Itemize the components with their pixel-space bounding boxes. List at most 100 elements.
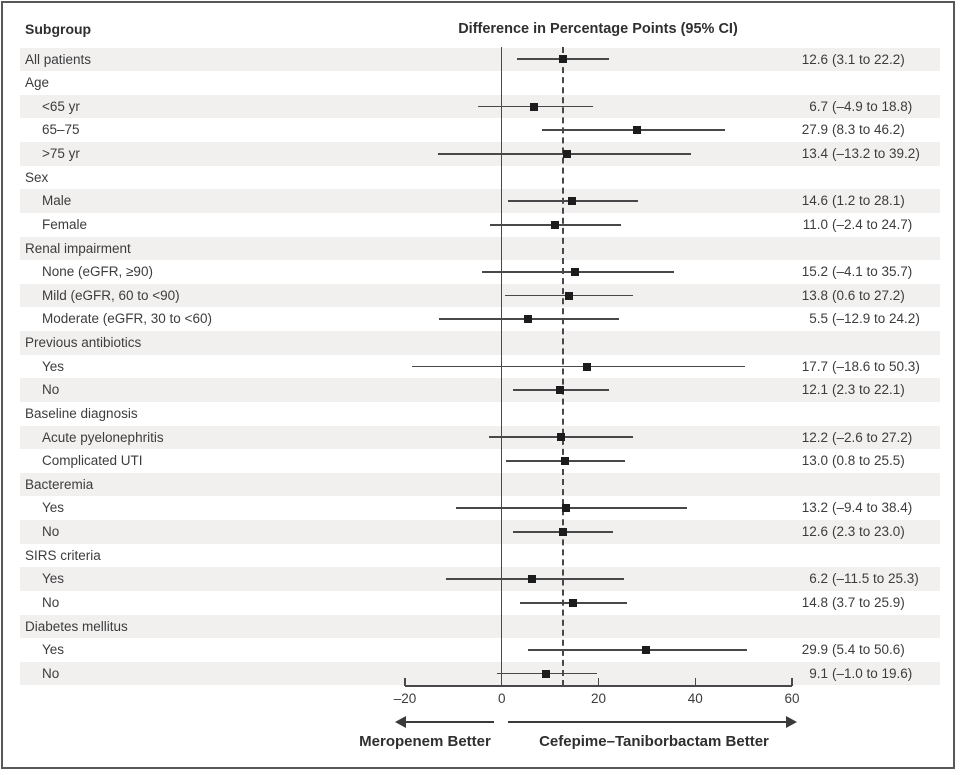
subgroup-category-label: Sex — [25, 169, 49, 185]
point-estimate-marker — [556, 433, 565, 442]
ci-value: (–9.4 to 38.4) — [832, 500, 913, 516]
estimate-value: 5.5 — [809, 311, 828, 327]
subgroup-data-row: No 12.6 (2.3 to 23.0) — [20, 520, 940, 544]
subgroup-category-label: Diabetes mellitus — [25, 618, 128, 634]
estimate-value: 13.8 — [801, 287, 828, 303]
subgroup-category-row: Baseline diagnosis — [20, 402, 940, 426]
subgroup-data-row: Yes 17.7 (–18.6 to 50.3) — [20, 355, 940, 379]
ci-value: (1.2 to 28.1) — [832, 193, 905, 209]
ci-value: (3.7 to 25.9) — [832, 594, 905, 610]
estimate-value: 6.2 — [809, 571, 828, 587]
subgroup-item-label: Yes — [42, 571, 65, 587]
point-estimate-marker — [556, 386, 565, 395]
subgroup-category-row: SIRS criteria — [20, 544, 940, 568]
ci-value: (2.3 to 23.0) — [832, 524, 905, 539]
subgroup-data-row: No 9.1 (–1.0 to 19.6) — [20, 661, 940, 686]
ci-value: (5.4 to 50.6) — [832, 642, 905, 658]
subgroup-item-label: No — [42, 524, 60, 539]
subgroup-data-row: No 14.8 (3.7 to 25.9) — [20, 591, 940, 615]
axis-tick — [694, 677, 697, 686]
subgroup-data-row: No 12.1 (2.3 to 22.1) — [20, 378, 940, 402]
subgroup-data-row: 65–75 27.9 (8.3 to 46.2) — [20, 118, 940, 142]
point-estimate-marker — [551, 220, 559, 229]
subgroup-item-label: <65 yr — [42, 98, 80, 114]
ci-value: (0.6 to 27.2) — [832, 287, 905, 303]
subgroup-data-row: Yes 29.9 (5.4 to 50.6) — [20, 638, 940, 662]
axis-tick-label: –20 — [393, 691, 417, 706]
subgroup-item-label: No — [42, 594, 60, 610]
subgroup-item-label: 65–75 — [42, 122, 80, 138]
subgroup-item-label: Yes — [42, 642, 65, 658]
point-estimate-marker — [561, 504, 570, 513]
subgroup-item-label: No — [42, 665, 60, 681]
estimate-value: 6.7 — [809, 98, 828, 114]
point-estimate-marker — [583, 362, 592, 371]
point-estimate-marker — [530, 102, 539, 111]
axis-tick-label: 0 — [498, 691, 506, 706]
estimate-value: 13.2 — [801, 500, 828, 516]
left-arrowhead-icon — [395, 715, 406, 728]
point-estimate-marker — [558, 55, 567, 64]
estimate-value: 27.9 — [801, 122, 828, 138]
subgroup-data-row: >75 yr 13.4 (–13.2 to 39.2) — [20, 142, 940, 166]
axis-tick-label: 20 — [590, 691, 607, 706]
subgroup-data-row: Moderate (eGFR, 30 to <60) 5.5 (–12.9 to 2… — [20, 307, 940, 331]
point-estimate-marker — [569, 598, 578, 607]
ci-value: (–2.6 to 27.2) — [832, 429, 913, 445]
ci-value: (8.3 to 46.2) — [832, 122, 905, 138]
estimate-value: 9.1 — [809, 665, 828, 681]
ci-value: (0.8 to 25.5) — [832, 453, 905, 469]
estimate-value: 12.6 — [801, 524, 828, 539]
subgroup-item-label: >75 yr — [42, 146, 80, 161]
x-axis-line — [405, 685, 792, 687]
subgroup-item-label: None (eGFR, ≥90) — [42, 264, 153, 280]
subgroup-item-label: Yes — [42, 358, 65, 374]
axis-tick — [597, 677, 600, 686]
estimate-value: 15.2 — [801, 264, 828, 280]
point-estimate-marker — [524, 315, 533, 324]
subgroup-data-row: Yes 6.2 (–11.5 to 25.3) — [20, 567, 940, 591]
point-estimate-marker — [541, 669, 550, 678]
subgroup-category-label: Previous antibiotics — [25, 335, 142, 350]
point-estimate-marker — [527, 575, 536, 584]
subgroup-category-label: Baseline diagnosis — [25, 405, 138, 421]
estimate-value: 14.8 — [801, 594, 828, 610]
subgroup-column-header: Subgroup — [25, 21, 92, 37]
estimate-value: 13.0 — [801, 453, 828, 469]
subgroup-data-row: Male 14.6 (1.2 to 28.1) — [20, 189, 940, 213]
subgroup-item-label: All patients — [25, 51, 92, 67]
right-arrowhead-icon — [785, 715, 797, 728]
subgroup-item-label: Female — [42, 216, 88, 232]
point-estimate-marker — [560, 457, 569, 466]
subgroup-item-label: Complicated UTI — [42, 453, 143, 469]
point-estimate-marker — [564, 291, 573, 300]
subgroup-data-row: Mild (eGFR, 60 to <90) 13.8 (0.6 to 27.2) — [20, 283, 940, 308]
ci-value: (–1.0 to 19.6) — [832, 665, 913, 681]
subgroup-category-row: Sex — [20, 166, 940, 190]
confidence-interval-line — [527, 649, 747, 651]
chart-title: Difference in Percentage Points (95% CI) — [458, 21, 738, 37]
estimate-value: 13.4 — [801, 146, 828, 161]
subgroup-data-row: Female 11.0 (–2.4 to 24.7) — [20, 213, 940, 237]
ci-value: (2.3 to 22.1) — [832, 382, 905, 398]
subgroup-item-label: Yes — [42, 500, 65, 516]
subgroup-category-label: SIRS criteria — [25, 547, 101, 563]
left-arrow-line — [405, 720, 494, 723]
subgroup-item-label: Acute pyelonephritis — [42, 429, 164, 445]
point-estimate-marker — [568, 197, 577, 206]
subgroup-category-label: Age — [25, 75, 50, 91]
estimate-value: 11.0 — [802, 216, 828, 232]
estimate-value: 12.2 — [801, 429, 828, 445]
ci-value: (–13.2 to 39.2) — [832, 146, 920, 161]
axis-tick — [404, 677, 406, 686]
subgroup-item-label: Mild (eGFR, 60 to <90) — [42, 287, 180, 303]
subgroup-category-row: Renal impairment — [20, 236, 940, 261]
subgroup-category-row: Age — [20, 71, 940, 95]
ci-value: (–4.9 to 18.8) — [832, 98, 913, 114]
subgroup-data-row: Yes 13.2 (–9.4 to 38.4) — [20, 496, 940, 520]
subgroup-item-label: Moderate (eGFR, 30 to <60) — [42, 311, 212, 327]
subgroup-data-row: None (eGFR, ≥90) 15.2 (–4.1 to 35.7) — [20, 260, 940, 284]
confidence-interval-line — [456, 507, 688, 510]
estimate-value: 17.7 — [801, 358, 828, 374]
